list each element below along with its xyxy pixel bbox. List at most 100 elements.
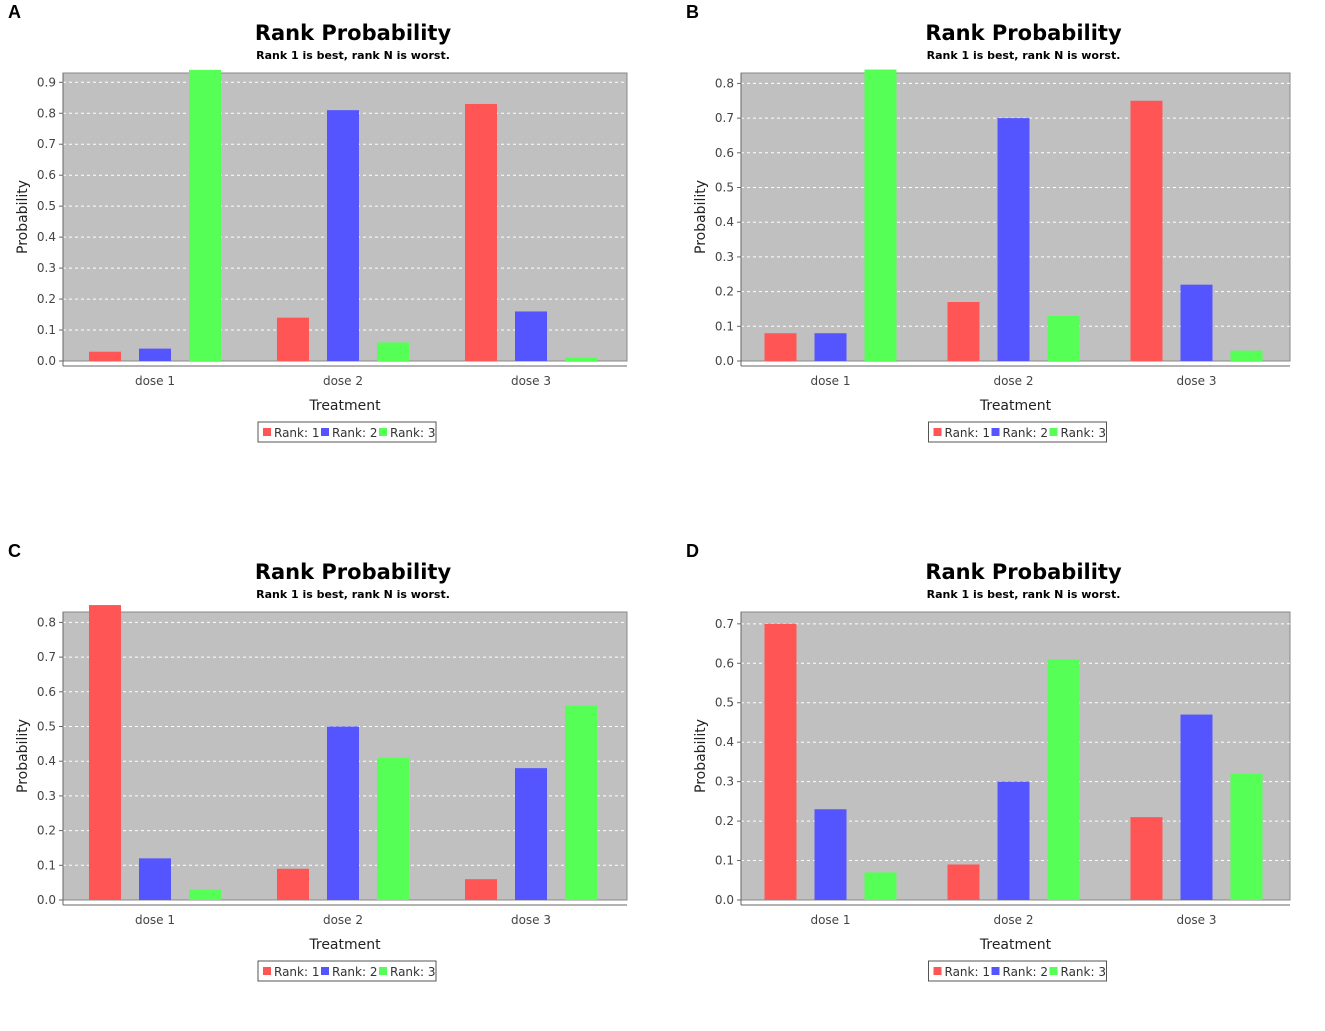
y-tick-label: 0.6 (37, 168, 56, 182)
y-tick-label: 0.7 (715, 111, 734, 125)
chart-svg: Rank Probability Rank 1 is best, rank N i… (15, 560, 628, 982)
panel-letter: A (8, 2, 21, 22)
legend-swatch (1049, 428, 1058, 436)
bar-rank-2 (997, 118, 1030, 362)
chart-subtitle: Rank 1 is best, rank N is worst. (256, 49, 450, 62)
chart-subtitle: Rank 1 is best, rank N is worst. (927, 49, 1121, 62)
bar-rank-2 (139, 858, 171, 900)
bar-rank-3 (189, 69, 221, 361)
bar-rank-1 (465, 879, 497, 900)
y-tick-label: 0.0 (715, 354, 734, 368)
panel-letter: C (8, 541, 21, 561)
x-axis-title: Treatment (308, 398, 381, 414)
legend-box (257, 421, 437, 443)
bar-rank-1 (1130, 100, 1163, 361)
y-axis-title: Probability (15, 180, 31, 254)
y-tick-label: 0.1 (715, 854, 734, 868)
chart-panel-c: C Rank Probability Rank 1 is best, rank N… (0, 539, 662, 1031)
chart-svg: Rank Probability Rank 1 is best, rank N i… (693, 21, 1291, 443)
y-tick-label: 0.8 (715, 76, 734, 90)
y-tick-label: 0.1 (715, 319, 734, 333)
legend-label: Rank: 2 (1003, 965, 1048, 979)
legend-swatch (379, 428, 387, 436)
y-tick-label: 0.2 (715, 814, 734, 828)
bar-rank-3 (189, 889, 221, 900)
bar-rank-3 (377, 757, 409, 900)
bar-rank-2 (1180, 284, 1213, 361)
bar-rank-3 (864, 872, 897, 900)
x-category-label: dose 2 (993, 913, 1033, 927)
bar-rank-2 (997, 781, 1030, 900)
legend-swatch (379, 967, 387, 975)
legend-label: Rank: 1 (945, 965, 990, 979)
y-tick-label: 0.4 (37, 230, 56, 244)
bar-rank-3 (1230, 773, 1263, 900)
y-tick-label: 0.0 (37, 354, 56, 368)
x-category-label: dose 3 (511, 374, 551, 388)
bar-rank-1 (465, 103, 497, 361)
legend-label: Rank: 3 (1061, 426, 1106, 440)
y-tick-label: 0.5 (715, 181, 734, 195)
x-axis-title: Treatment (979, 398, 1052, 414)
bar-rank-2 (814, 809, 847, 900)
x-category-label: dose 2 (323, 374, 363, 388)
y-axis-title: Probability (15, 719, 31, 793)
legend-box (928, 960, 1107, 982)
legend-swatch (263, 428, 271, 436)
legend-swatch (321, 967, 329, 975)
legend-swatch (933, 967, 942, 975)
legend-label: Rank: 2 (332, 965, 377, 979)
x-category-label: dose 1 (810, 374, 850, 388)
y-tick-label: 0.7 (715, 617, 734, 631)
chart-svg: Rank Probability Rank 1 is best, rank N i… (693, 560, 1291, 982)
x-category-label: dose 1 (810, 913, 850, 927)
x-category-label: dose 2 (323, 913, 363, 927)
chart-title: Rank Probability (925, 560, 1122, 584)
bar-rank-1 (947, 302, 980, 361)
x-category-label: dose 3 (511, 913, 551, 927)
panel-letter: B (686, 2, 699, 22)
bar-rank-1 (277, 317, 309, 361)
bar-rank-1 (277, 868, 309, 900)
y-tick-label: 0.8 (37, 106, 56, 120)
bar-rank-3 (1047, 315, 1080, 361)
bar-rank-2 (1180, 714, 1213, 900)
bar-rank-2 (327, 110, 359, 362)
y-tick-label: 0.4 (37, 754, 56, 768)
x-axis-title: Treatment (308, 937, 381, 953)
bar-rank-2 (515, 311, 547, 361)
legend-box (928, 421, 1107, 443)
y-tick-label: 0.7 (37, 650, 56, 664)
chart-subtitle: Rank 1 is best, rank N is worst. (927, 588, 1121, 601)
y-tick-label: 0.3 (715, 775, 734, 789)
bar-rank-1 (764, 623, 797, 900)
legend-label: Rank: 1 (945, 426, 990, 440)
y-tick-label: 0.2 (715, 285, 734, 299)
legend-swatch (991, 967, 1000, 975)
y-tick-label: 0.8 (37, 615, 56, 629)
y-tick-label: 0.5 (37, 720, 56, 734)
bar-rank-3 (864, 69, 897, 361)
bar-rank-2 (515, 768, 547, 900)
bar-rank-3 (565, 705, 597, 900)
bar-rank-3 (1047, 659, 1080, 900)
panel-letter: D (686, 541, 699, 561)
y-tick-label: 0.4 (715, 735, 734, 749)
chart-title: Rank Probability (925, 21, 1122, 45)
x-axis-title: Treatment (979, 937, 1052, 953)
y-tick-label: 0.4 (715, 215, 734, 229)
bar-rank-3 (1230, 350, 1263, 361)
legend-swatch (1049, 967, 1058, 975)
bar-rank-2 (139, 348, 171, 361)
y-tick-label: 0.0 (715, 893, 734, 907)
bar-rank-2 (327, 726, 359, 900)
y-tick-label: 0.3 (37, 789, 56, 803)
y-axis-title: Probability (693, 719, 709, 793)
y-tick-label: 0.0 (37, 893, 56, 907)
legend-swatch (321, 428, 329, 436)
legend-label: Rank: 3 (390, 426, 435, 440)
y-tick-label: 0.2 (37, 292, 56, 306)
bar-rank-3 (565, 357, 597, 361)
x-category-label: dose 1 (135, 374, 175, 388)
y-tick-label: 0.9 (37, 75, 56, 89)
